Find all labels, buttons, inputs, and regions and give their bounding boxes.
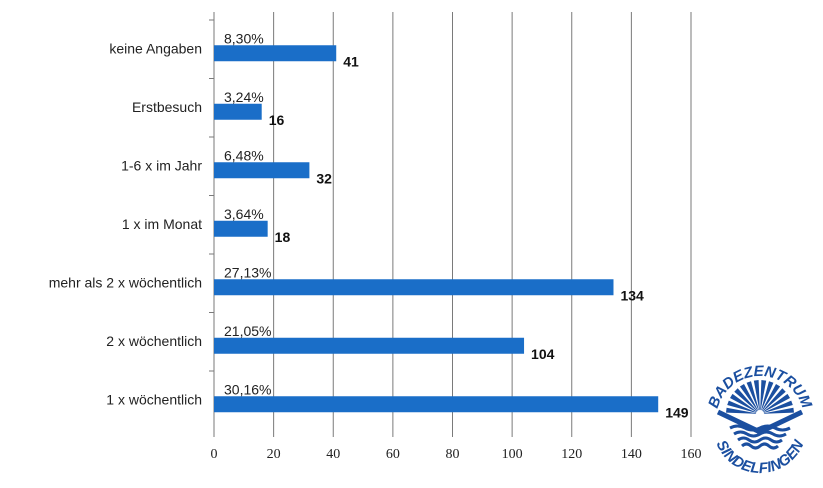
logo-ray xyxy=(746,381,759,411)
x-tick-label: 0 xyxy=(211,447,218,462)
bar xyxy=(214,220,268,237)
value-label: 134 xyxy=(620,287,644,303)
percent-label: 8,30% xyxy=(224,30,264,46)
axes xyxy=(209,12,692,437)
percent-label: 3,64% xyxy=(224,206,264,222)
logo-ray xyxy=(726,407,757,414)
value-label: 104 xyxy=(531,346,555,362)
value-label: 32 xyxy=(316,170,332,186)
logo-ray xyxy=(763,400,793,413)
logo-ray xyxy=(760,380,767,411)
category-label: 1-6 x im Jahr xyxy=(121,157,202,173)
bar xyxy=(214,396,659,413)
x-tick-label: 120 xyxy=(561,447,582,462)
percent-label: 6,48% xyxy=(224,147,264,163)
value-label: 41 xyxy=(343,53,359,69)
logo-wave xyxy=(737,436,783,444)
logo-wave xyxy=(729,424,791,432)
logo-ray xyxy=(730,393,757,413)
category-label: Erstbesuch xyxy=(132,99,202,115)
logo-ray xyxy=(762,388,786,412)
bar xyxy=(214,103,262,120)
category-label: keine Angaben xyxy=(109,40,202,56)
logo-ray xyxy=(727,400,757,413)
logo-ray xyxy=(739,384,759,411)
category-label: 1 x im Monat xyxy=(122,216,202,232)
percent-label: 3,24% xyxy=(224,89,264,105)
x-tick-label: 80 xyxy=(446,447,460,462)
category-label: 2 x wöchentlich xyxy=(106,333,202,349)
x-tick-label: 60 xyxy=(386,447,400,462)
bars xyxy=(214,45,659,413)
value-label: 16 xyxy=(269,112,285,128)
logo-ray xyxy=(763,393,790,413)
logo-wave xyxy=(741,442,779,450)
category-label: 1 x wöchentlich xyxy=(106,391,202,407)
logo-ray xyxy=(761,381,774,411)
percent-label: 27,13% xyxy=(224,264,271,280)
bar xyxy=(214,337,525,354)
value-label: 149 xyxy=(665,404,689,420)
logo-chevron xyxy=(716,409,804,435)
labels: 0 20 40 60 80 100 120 140 160 keine Angaben 8,30% 4… xyxy=(49,30,702,462)
logo-ray xyxy=(753,380,760,411)
x-tick-label: 100 xyxy=(502,447,523,462)
logo-wave xyxy=(733,430,787,438)
value-label: 18 xyxy=(275,229,291,245)
bar xyxy=(214,162,310,179)
logo-disc xyxy=(704,358,816,470)
logo-ray xyxy=(761,384,781,411)
bar xyxy=(214,279,614,296)
logo-ray xyxy=(734,388,758,412)
x-tick-label: 20 xyxy=(267,447,281,462)
bar xyxy=(214,45,337,62)
grid-lines xyxy=(273,12,692,432)
category-label: mehr als 2 x wöchentlich xyxy=(49,274,202,290)
x-tick-label: 140 xyxy=(621,447,642,462)
percent-label: 21,05% xyxy=(224,323,271,339)
percent-label: 30,16% xyxy=(224,381,271,397)
x-tick-label: 160 xyxy=(681,447,702,462)
x-tick-label: 40 xyxy=(326,447,340,462)
logo-ray xyxy=(763,407,794,414)
